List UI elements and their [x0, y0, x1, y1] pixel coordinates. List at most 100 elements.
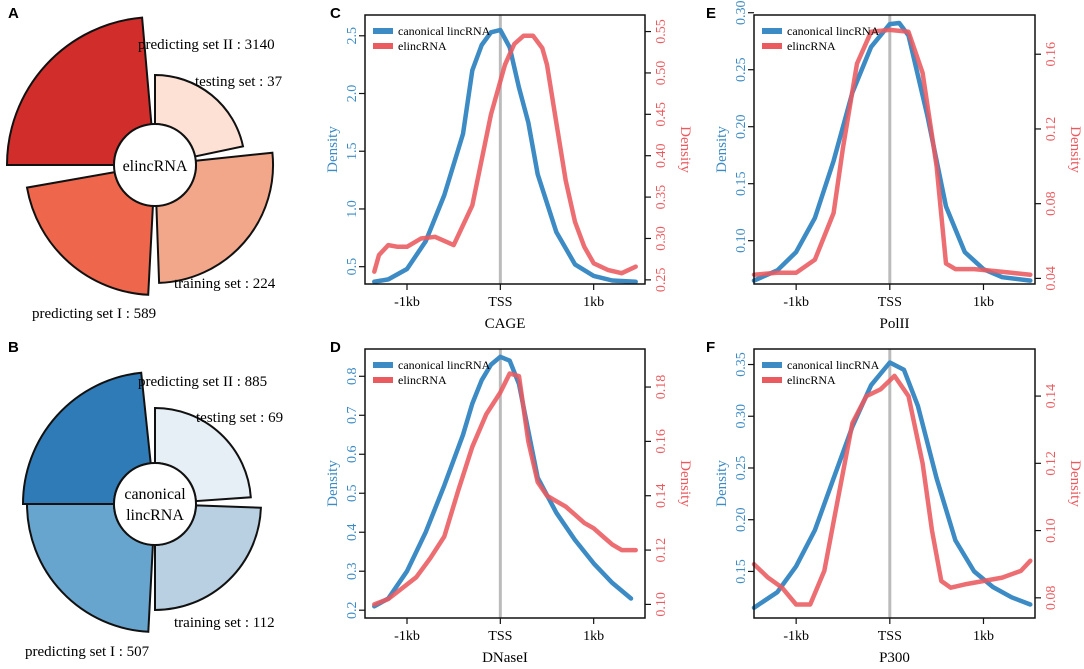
y-right-tick-label-c: 0.25 [654, 268, 669, 293]
label-a-predicting-set-1: predicting set I : 589 [32, 306, 156, 322]
panel-letter-e: E [706, 5, 716, 22]
center-hole-b [113, 462, 197, 546]
y-left-tick-label-e: 0.15 [734, 171, 749, 196]
series-line-canonical-lincrna-d [372, 354, 634, 609]
y-left-tick-label-f: 0.30 [734, 404, 749, 429]
y-right-tick-label-d: 0.16 [654, 429, 669, 454]
y-left-axis-title-c: Density [325, 126, 341, 173]
plot-frame-e [753, 14, 1036, 285]
legend-label-canonical-lincrna-d: canonical lincRNA [398, 358, 491, 372]
y-right-tick-label-c: 0.55 [654, 19, 669, 44]
panel-letter-a: A [8, 5, 19, 22]
y-right-tick-label-d: 0.18 [654, 375, 669, 400]
y-left-tick-label-c: 1.5 [345, 142, 360, 160]
legend-label-elincrna-e: elincRNA [787, 39, 836, 53]
y-right-axis-title-f: Density [1067, 460, 1083, 507]
y-left-tick-label-d: 0.8 [345, 368, 360, 386]
y-right-tick-label-f: 0.14 [1044, 384, 1059, 409]
x-tick-label-f: 1kb [973, 629, 994, 644]
y-right-axis-title-e: Density [1067, 126, 1083, 173]
series-line-elincrna-f [751, 373, 1033, 607]
series-line-canonical-lincrna-c [372, 27, 638, 284]
x-tick-label-e: -1kb [783, 295, 809, 310]
radial-chart-elincrna: A elincRNA predicting set II : 3140 test… [5, 5, 283, 322]
x-tick-label-c: TSS [488, 295, 512, 310]
center-label-b-line2: lincRNA [126, 507, 184, 524]
y-left-tick-label-e: 0.25 [734, 57, 749, 82]
y-left-tick-label-d: 0.2 [345, 601, 360, 619]
y-right-tick-label-d: 0.10 [654, 592, 669, 617]
series-line-elincrna-d [372, 371, 638, 607]
label-b-predicting-set-2: predicting set II : 885 [138, 374, 267, 390]
y-left-tick-label-c: 0.5 [345, 258, 360, 276]
x-tick-label-e: 1kb [973, 295, 994, 310]
legend-label-canonical-lincrna-c: canonical lincRNA [398, 24, 491, 38]
y-right-tick-label-c: 0.45 [654, 102, 669, 127]
line-chart-cage: C -1kb TSS 1kb CAGE 0.5 1.0 1.5 2.0 2.5 Density 0.… [325, 5, 693, 332]
label-b-predicting-set-1: predicting set I : 507 [25, 644, 150, 660]
series-line-canonical-lincrna-e [751, 20, 1033, 283]
y-right-tick-label-c: 0.30 [654, 226, 669, 251]
plot-frame-d [364, 348, 646, 619]
label-a-testing-set: testing set : 37 [195, 74, 283, 90]
center-hole-a [113, 123, 197, 207]
legend-label-elincrna-c: elincRNA [398, 39, 447, 53]
plot-frame-f [753, 348, 1036, 619]
x-tick-label-c: -1kb [394, 295, 420, 310]
y-right-axis-title-c: Density [677, 126, 693, 173]
legend-label-canonical-lincrna-f: canonical lincRNA [787, 358, 880, 372]
y-right-tick-label-e: 0.04 [1044, 266, 1059, 291]
legend-label-elincrna-d: elincRNA [398, 373, 447, 387]
y-left-tick-label-f: 0.35 [734, 352, 749, 377]
y-left-tick-label-e: 0.30 [734, 0, 749, 25]
panel-letter-c: C [330, 5, 341, 22]
y-right-tick-label-e: 0.08 [1044, 191, 1059, 216]
x-tick-label-f: -1kb [783, 629, 809, 644]
y-right-tick-label-f: 0.12 [1044, 451, 1059, 476]
y-left-tick-label-d: 0.4 [345, 523, 360, 541]
y-right-tick-label-f: 0.08 [1044, 586, 1059, 611]
y-right-tick-label-e: 0.16 [1044, 42, 1059, 67]
y-left-axis-title-d: Density [325, 460, 341, 507]
y-left-tick-label-f: 0.25 [734, 456, 749, 481]
line-chart-p300: F -1kb TSS 1kb P300 0.15 0.20 0.25 0.30 0.35 Dens… [706, 339, 1083, 666]
x-tick-label-c: 1kb [583, 295, 604, 310]
x-tick-label-f: TSS [878, 629, 902, 644]
y-left-tick-label-e: 0.10 [734, 228, 749, 253]
y-left-tick-label-e: 0.20 [734, 114, 749, 139]
x-tick-label-e: TSS [878, 295, 902, 310]
y-left-axis-title-f: Density [714, 460, 730, 507]
x-tick-label-d: 1kb [583, 629, 604, 644]
series-line-elincrna-c [372, 33, 638, 276]
series-line-elincrna-e [751, 27, 1033, 277]
radial-chart-canonical-lincrna: B canonical lincRNA predicting set II : … [8, 339, 283, 660]
panel-letter-f: F [706, 339, 715, 356]
y-right-tick-label-c: 0.50 [654, 61, 669, 86]
y-left-tick-label-d: 0.3 [345, 562, 360, 580]
label-b-testing-set: testing set : 69 [196, 410, 283, 426]
panel-letter-b: B [8, 339, 19, 356]
plot-frame-c [364, 14, 646, 285]
x-axis-title-c: CAGE [485, 316, 526, 332]
y-right-tick-label-e: 0.12 [1044, 117, 1059, 142]
y-right-axis-title-d: Density [677, 460, 693, 507]
y-left-tick-label-c: 2.5 [345, 27, 360, 45]
x-axis-title-f: P300 [879, 650, 910, 666]
line-chart-polii: E -1kb TSS 1kb PolII 0.10 0.15 0.20 0.25 0.30 Den… [706, 0, 1083, 332]
label-a-training-set: training set : 224 [174, 276, 276, 292]
legend-label-elincrna-f: elincRNA [787, 373, 836, 387]
y-left-tick-label-d: 0.7 [345, 407, 360, 425]
y-left-tick-label-f: 0.20 [734, 507, 749, 532]
x-tick-label-d: TSS [488, 629, 512, 644]
x-axis-title-d: DNaseI [482, 650, 528, 666]
y-right-tick-label-f: 0.10 [1044, 518, 1059, 543]
label-a-predicting-set-2: predicting set II : 3140 [138, 37, 275, 53]
x-tick-label-d: -1kb [394, 629, 420, 644]
y-left-axis-title-e: Density [714, 126, 730, 173]
line-chart-dnasei: D -1kb TSS 1kb DNaseI 0.2 0.3 0.4 0.5 0.6 0.7 0.8 D… [325, 339, 693, 666]
x-axis-title-e: PolII [880, 316, 910, 332]
y-left-tick-label-f: 0.15 [734, 559, 749, 584]
center-label-b-line1: canonical [124, 486, 186, 503]
y-left-tick-label-c: 1.0 [345, 200, 360, 218]
